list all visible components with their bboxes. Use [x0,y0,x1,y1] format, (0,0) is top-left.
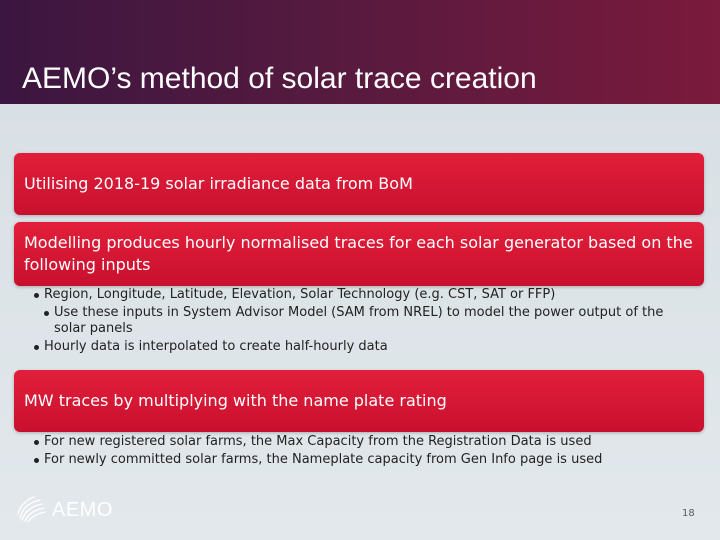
page-number: 18 [682,508,695,519]
bullet-item: Region, Longitude, Latitude, Elevation, … [34,286,663,304]
bullet-list-modelling: Region, Longitude, Latitude, Elevation, … [34,286,663,356]
bullet-item: Hourly data is interpolated to create ha… [34,338,663,356]
aemo-logo-icon [17,496,46,523]
sub-bullet-item: Use these inputs in System Advisor Model… [44,304,663,322]
bullet-item: For new registered solar farms, the Max … [34,433,602,451]
bullet-list-mw-traces: For new registered solar farms, the Max … [34,433,602,469]
point-box-irradiance: Utilising 2018-19 solar irradiance data … [14,153,704,215]
point-box-modelling: Modelling produces hourly normalised tra… [14,222,704,286]
slide-title: AEMO’s method of solar trace creation [22,62,537,95]
logo-text: AEMO [52,498,113,521]
aemo-logo: AEMO [14,494,124,526]
point-text: Modelling produces hourly normalised tra… [24,233,693,274]
sub-bullet-continuation: solar panels [54,321,133,336]
title-bar: AEMO’s method of solar trace creation [0,0,720,104]
point-text: Utilising 2018-19 solar irradiance data … [24,174,413,193]
bullet-item: For newly committed solar farms, the Nam… [34,451,602,469]
point-text: MW traces by multiplying with the name p… [24,391,447,410]
point-box-mw-traces: MW traces by multiplying with the name p… [14,370,704,432]
